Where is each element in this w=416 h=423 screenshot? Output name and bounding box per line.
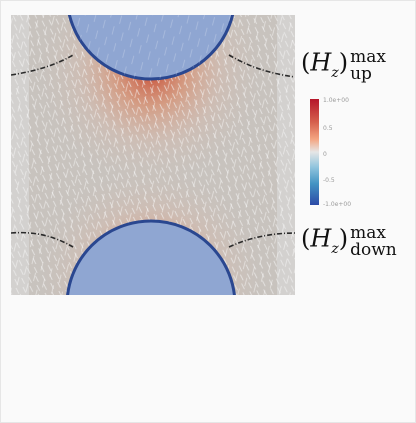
colorbar-tick-max: 1.0e+00 — [323, 97, 349, 104]
contour-line-top-right — [228, 54, 295, 78]
label-up-subscript: up — [350, 64, 372, 84]
colorbar — [310, 99, 319, 205]
colorbar-tick-zero: 0 — [323, 151, 327, 158]
label-down-superscript: max — [350, 223, 386, 243]
hz-max-down-label: (Hz) max down — [301, 223, 397, 260]
colorbar-tick-min: -1.0e+00 — [323, 201, 352, 208]
contour-line-bottom-left — [11, 231, 74, 248]
contour-line-top-left — [11, 54, 74, 76]
contour-line-bottom-right — [228, 232, 295, 248]
bottom-cylinder — [66, 219, 236, 295]
label-up-superscript: max — [350, 47, 386, 67]
colorbar-tick-upper: 0.5 — [323, 125, 333, 132]
hz-max-up-label: (Hz) max up — [301, 47, 386, 84]
colorbar-tick-lower: -0.5 — [323, 177, 335, 184]
field-plot — [11, 15, 295, 295]
label-down-subscript: down — [350, 240, 397, 260]
field-simulation-panel — [11, 15, 295, 295]
